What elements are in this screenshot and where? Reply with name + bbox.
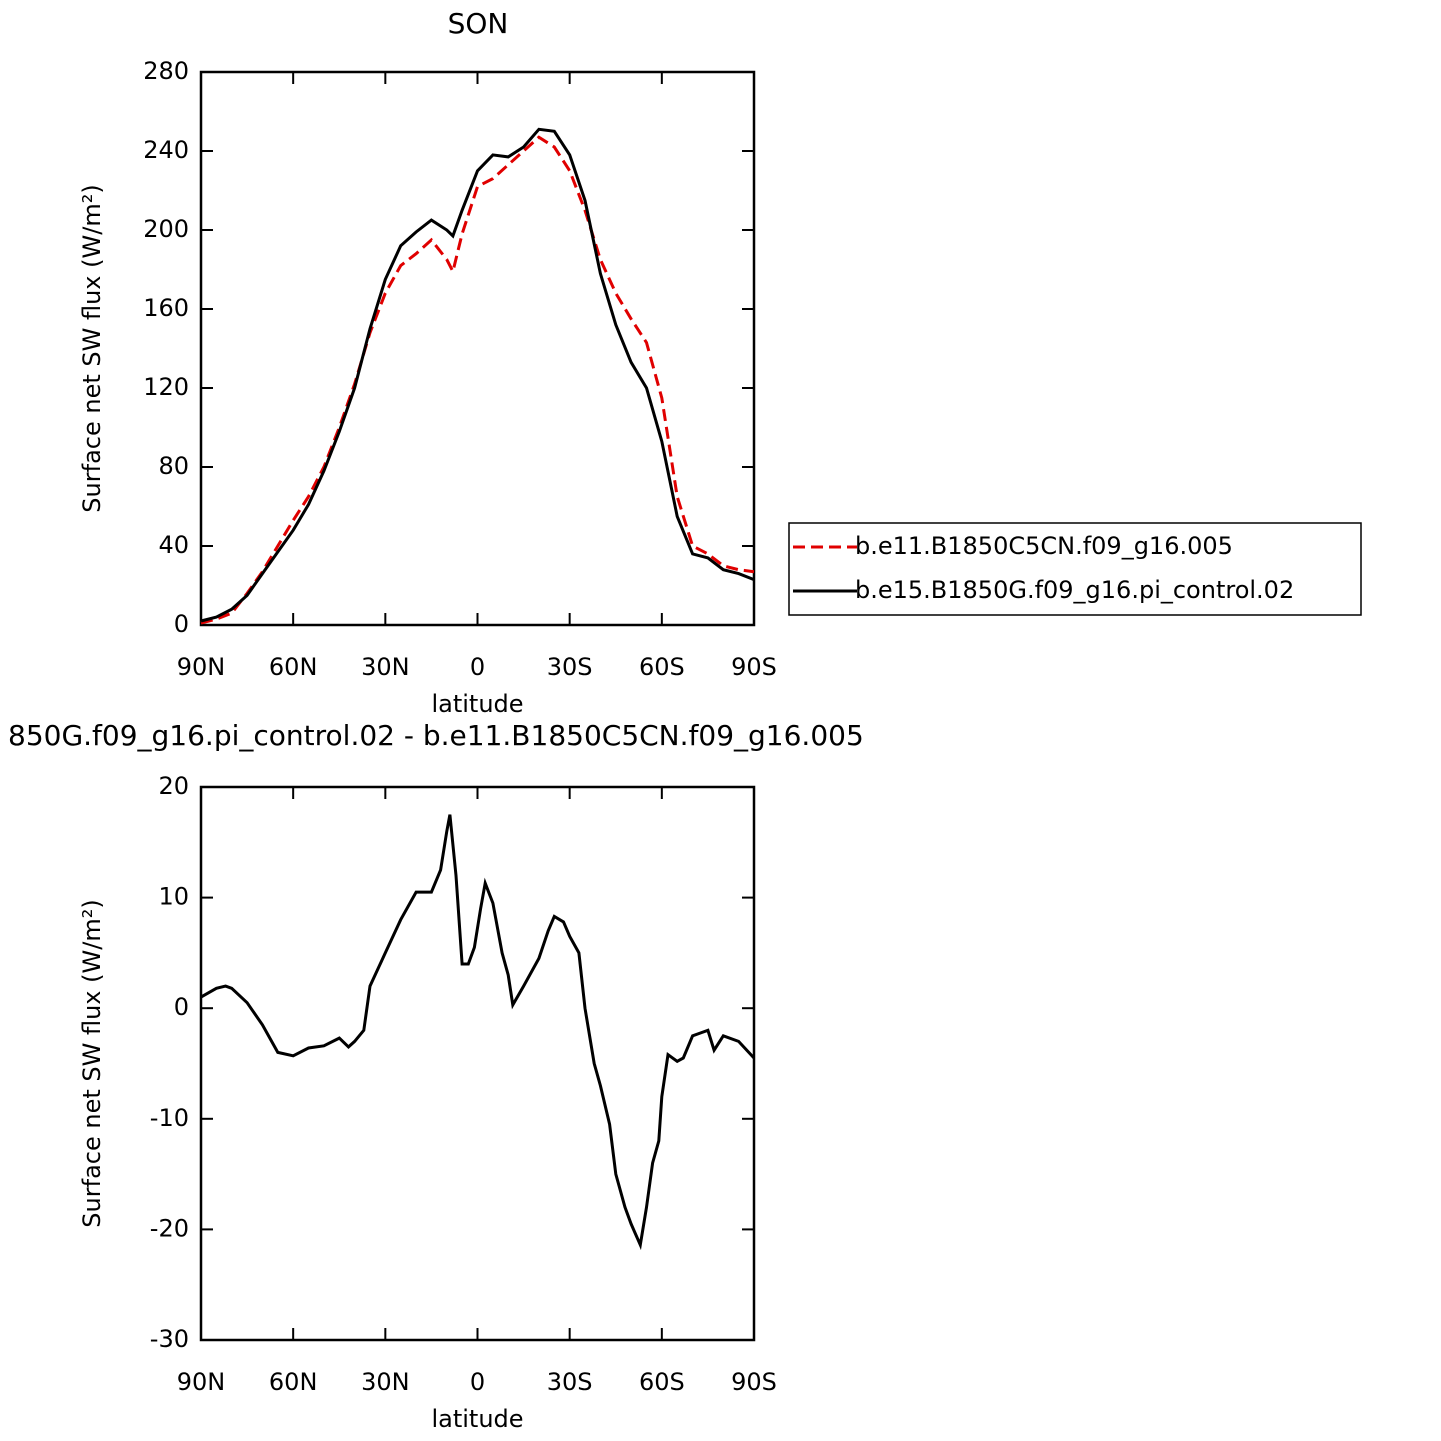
x-tick-label: 60N [269, 1368, 318, 1396]
x-tick-label: 60S [639, 1368, 685, 1396]
x-tick-label: 0 [470, 653, 485, 681]
x-tick-label: 90S [731, 1368, 777, 1396]
x-tick-label: 30S [547, 653, 593, 681]
y-tick-label: 20 [158, 772, 189, 800]
y-tick-label: 40 [158, 531, 189, 559]
y-tick-label: 120 [143, 373, 189, 401]
x-tick-label: 60S [639, 653, 685, 681]
x-axis-label: latitude [431, 1405, 523, 1433]
y-axis-label: Surface net SW flux (W/m²) [78, 899, 106, 1227]
x-tick-label: 30S [547, 1368, 593, 1396]
y-tick-label: 80 [158, 452, 189, 480]
x-tick-label: 30N [361, 653, 410, 681]
series-line [200, 814, 756, 1251]
x-tick-label: 30N [361, 1368, 410, 1396]
y-tick-label: 240 [143, 136, 189, 164]
legend-label: b.e15.B1850G.f09_g16.pi_control.02 [855, 576, 1294, 604]
x-tick-label: 60N [269, 653, 318, 681]
legend-label: b.e11.B1850C5CN.f09_g16.005 [855, 532, 1233, 560]
x-tick-label: 0 [470, 1368, 485, 1396]
series-line [200, 135, 755, 625]
y-tick-label: 280 [143, 57, 189, 85]
y-tick-label: 10 [158, 883, 189, 911]
y-tick-label: 0 [174, 610, 189, 638]
series-line [200, 127, 755, 623]
plot-frame [199, 785, 756, 1342]
y-tick-label: -20 [150, 1214, 189, 1242]
y-tick-label: 0 [174, 993, 189, 1021]
x-tick-label: 90N [177, 653, 226, 681]
x-axis-label: latitude [431, 690, 523, 718]
y-axis-label: Surface net SW flux (W/m²) [78, 184, 106, 512]
y-tick-label: 200 [143, 215, 189, 243]
x-tick-label: 90N [177, 1368, 226, 1396]
legend-box [788, 522, 1362, 616]
y-tick-label: -10 [150, 1104, 189, 1132]
chart-title: SON [448, 7, 509, 40]
y-tick-label: -30 [150, 1325, 189, 1353]
x-tick-label: 90S [731, 653, 777, 681]
y-tick-label: 160 [143, 294, 189, 322]
chart-title: 850G.f09_g16.pi_control.02 - b.e11.B1850… [8, 719, 864, 752]
